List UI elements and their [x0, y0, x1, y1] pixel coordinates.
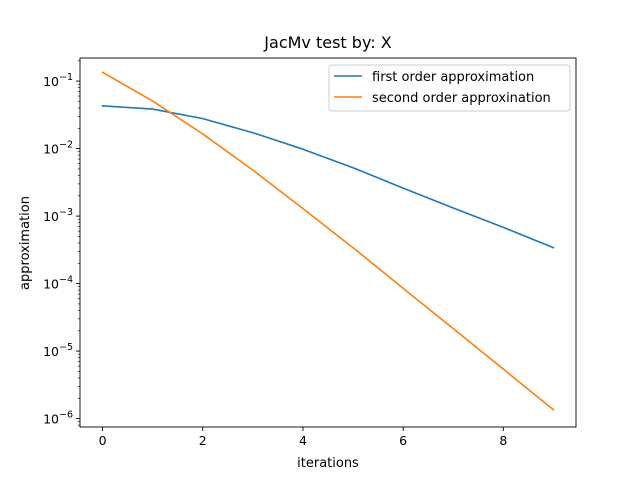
y-tick-label: 10−6	[43, 410, 73, 427]
series-group	[101, 71, 555, 411]
x-tick-label: 8	[499, 433, 507, 448]
y-tick-label: 10−5	[43, 342, 73, 359]
y-tick-label: 10−1	[43, 72, 73, 89]
series-line-2	[101, 71, 555, 411]
plot-background	[80, 58, 576, 427]
legend-label-1: first order approximation	[372, 70, 534, 85]
x-tick-label: 4	[299, 433, 307, 448]
legend: first order approximation second order ap…	[328, 64, 571, 112]
y-tick-label: 10−4	[43, 275, 73, 292]
y-axis-label: approximation	[18, 196, 33, 290]
x-tick-label: 0	[99, 433, 107, 448]
axes-group: 0 2 4 6 8 10−6 10−5 10−4 10−3 10−2 10−1	[43, 57, 577, 448]
legend-label-2: second order approxination	[372, 91, 551, 106]
plot-area	[80, 58, 576, 427]
x-axis-label: iterations	[297, 456, 359, 471]
series-line-1	[101, 105, 555, 249]
y-tick-label: 10−3	[43, 207, 73, 224]
y-tick-label: 10−2	[43, 140, 73, 157]
chart-title: JacMv test by: X	[263, 33, 391, 52]
x-tick-label: 6	[399, 433, 407, 448]
x-tick-label: 2	[199, 433, 207, 448]
axes-frame	[79, 57, 577, 428]
legend-box	[328, 64, 571, 112]
